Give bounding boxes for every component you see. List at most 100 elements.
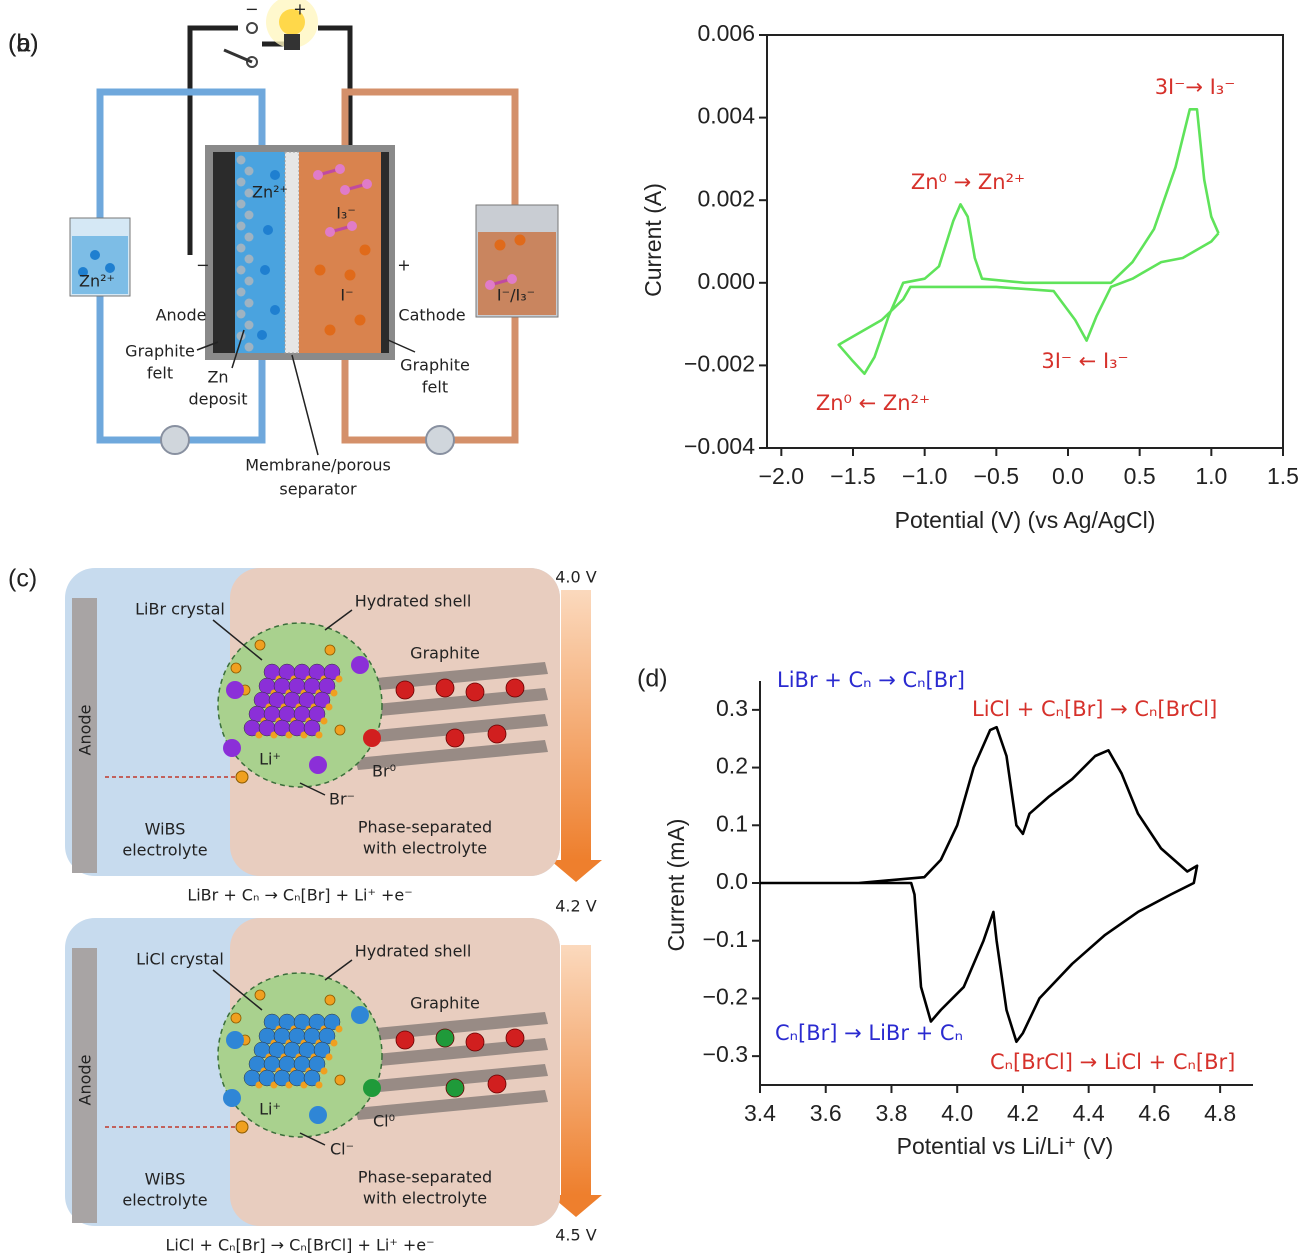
li-ion: [325, 645, 335, 655]
label: Graphite: [125, 342, 195, 361]
tank-label: Zn²⁺: [79, 272, 115, 291]
crystal-li: [326, 1054, 333, 1061]
y-tick-label: 0.002: [697, 185, 755, 211]
crystal-li: [331, 690, 338, 697]
label: Br⁰: [372, 762, 396, 781]
iodide: [515, 235, 526, 246]
zn-deposit: [237, 156, 246, 165]
halide: [226, 681, 244, 699]
tank-label: I⁻/I₃⁻: [497, 286, 535, 305]
li-ion: [236, 771, 248, 783]
li-ion: [231, 1013, 241, 1023]
crystal-li: [336, 1026, 343, 1033]
zn-deposit: [245, 255, 254, 264]
label: Zn: [207, 368, 228, 387]
label: Hydrated shell: [355, 592, 472, 611]
zn-deposit: [245, 343, 254, 352]
y-tick-label: −0.2: [703, 984, 748, 1010]
cv-curve: [839, 109, 1219, 373]
label: Br⁻: [329, 790, 355, 809]
label: LiBr crystal: [135, 600, 225, 619]
pump: [161, 426, 189, 454]
bulb-base: [284, 34, 300, 50]
y-tick-label: 0.1: [716, 810, 748, 836]
bulb-sign: +: [293, 0, 306, 19]
zn-deposit: [237, 266, 246, 275]
label: Graphite: [400, 356, 470, 375]
halogen-atom: [363, 1079, 381, 1097]
annotation: 3I⁻→ I₃⁻: [1155, 75, 1236, 99]
equation: LiBr + Cₙ → Cₙ[Br] + Li⁺ +e⁻: [187, 886, 412, 905]
triiodide: [340, 185, 350, 195]
label: LiCl crystal: [136, 950, 224, 969]
crystal-li: [326, 704, 333, 711]
triiodide: [347, 221, 357, 231]
x-tick-label: 4.8: [1204, 1100, 1236, 1126]
iodide: [325, 325, 336, 336]
zn-deposit: [237, 200, 246, 209]
x-axis-label: Potential (V) (vs Ag/AgCl): [895, 507, 1156, 533]
sign: +: [397, 256, 410, 275]
label: felt: [422, 378, 448, 397]
halogen-atom: [446, 729, 464, 747]
x-tick-label: 3.4: [744, 1100, 776, 1126]
panel-label: (c): [8, 565, 37, 593]
y-axis-label: Current (mA): [663, 819, 689, 952]
x-tick-label: 4.2: [1007, 1100, 1039, 1126]
halogen-atom: [363, 729, 381, 747]
triiodide: [362, 179, 372, 189]
y-tick-label: −0.3: [703, 1041, 748, 1067]
halogen-atom: [466, 683, 484, 701]
x-tick-label: −1.0: [902, 463, 947, 489]
halide: [223, 1089, 241, 1107]
iodide: [360, 245, 371, 256]
label: with electrolyte: [363, 839, 487, 858]
x-tick-label: 0.0: [1052, 463, 1084, 489]
voltage-label: 4.2 V: [555, 897, 597, 916]
label: WiBS: [145, 820, 186, 839]
label: felt: [147, 364, 173, 383]
x-tick-label: 0.5: [1124, 463, 1156, 489]
y-axis-label: Current (A): [640, 183, 666, 297]
halide: [351, 656, 369, 674]
zn-deposit: [237, 310, 246, 319]
zn-deposit: [245, 299, 254, 308]
y-tick-label: 0.2: [716, 753, 748, 779]
halide: [223, 739, 241, 757]
y-tick-label: −0.004: [684, 433, 755, 459]
anode-label: Anode: [76, 1055, 95, 1106]
crystal-li: [321, 1068, 328, 1075]
iodide: [345, 270, 356, 281]
y-tick-label: 0.000: [697, 268, 755, 294]
triiodide: [335, 164, 345, 174]
x-tick-label: −1.5: [830, 463, 875, 489]
crystal-li: [336, 676, 343, 683]
label: Phase-separated: [358, 818, 492, 837]
label: Phase-separated: [358, 1168, 492, 1187]
iodide: [355, 315, 366, 326]
ion-label: I₃⁻: [336, 204, 356, 223]
potential-arrow: [561, 945, 591, 1195]
graphite-felt: [381, 152, 389, 353]
zn-deposit: [237, 222, 246, 231]
annotation: Zn⁰ ← Zn²⁺: [816, 391, 930, 415]
zn-deposit: [245, 167, 254, 176]
triiodide: [313, 170, 323, 180]
zn-deposit: [245, 321, 254, 330]
y-tick-label: −0.002: [684, 350, 755, 376]
y-tick-label: −0.1: [703, 926, 748, 952]
crystal-li: [316, 732, 323, 739]
halogen-atom: [488, 725, 506, 743]
triiodide: [325, 227, 335, 237]
annotation: 3I⁻ ← I₃⁻: [1041, 349, 1128, 373]
crystal-li: [331, 1040, 338, 1047]
x-tick-label: 1.0: [1195, 463, 1227, 489]
x-axis-label: Potential vs Li/Li⁺ (V): [897, 1133, 1114, 1159]
label: Cathode: [398, 306, 465, 325]
halide: [226, 1031, 244, 1049]
label: electrolyte: [122, 841, 207, 860]
label: with electrolyte: [363, 1189, 487, 1208]
halide: [309, 1106, 327, 1124]
label: Cl⁻: [330, 1140, 354, 1159]
zn-ion: [260, 265, 270, 275]
